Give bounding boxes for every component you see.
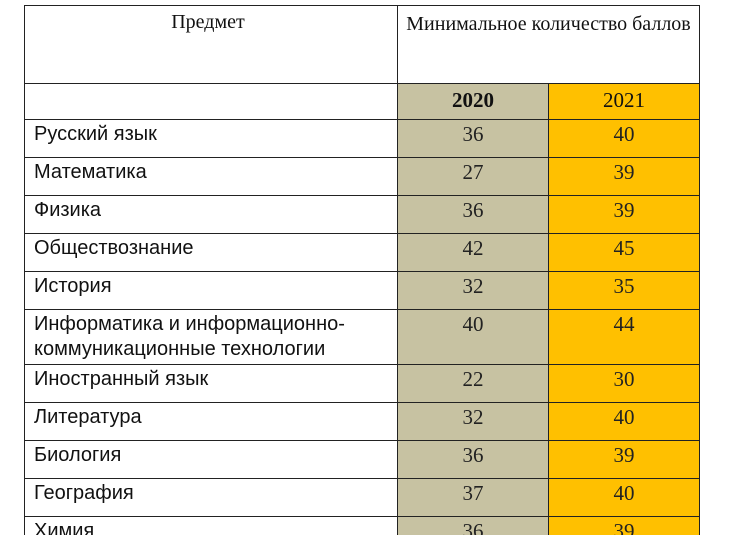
table-row: Информатика и информационно-коммуникацио… — [24, 309, 701, 365]
subject-cell: География — [24, 478, 398, 517]
score-2020-cell: 37 — [397, 478, 549, 517]
subject-cell: История — [24, 271, 398, 310]
score-2020-cell: 42 — [397, 233, 549, 272]
score-2020-cell: 40 — [397, 309, 549, 365]
table-row: Обществознание 42 45 — [24, 233, 701, 272]
table-row: Физика 36 39 — [24, 195, 701, 234]
score-2021-cell: 45 — [547, 233, 701, 272]
subject-cell: Математика — [24, 157, 398, 196]
subject-cell: Обществознание — [24, 233, 398, 272]
table-row: Иностранный язык 22 30 — [24, 364, 701, 403]
subject-cell: Информатика и информационно-коммуникацио… — [24, 309, 398, 365]
score-2021-cell: 39 — [547, 195, 701, 234]
score-2020-cell: 32 — [397, 402, 549, 441]
score-2020-cell: 32 — [397, 271, 549, 310]
score-2020-cell: 36 — [397, 516, 549, 535]
min-scores-table: Предмет Минимальное количество баллов 20… — [24, 5, 701, 535]
score-2021-cell: 40 — [547, 402, 701, 441]
score-2021-cell: 44 — [547, 309, 701, 365]
score-2021-cell: 39 — [547, 440, 701, 479]
min-scores-header: Минимальное количество баллов — [396, 5, 701, 84]
year-2021-header: 2021 — [547, 83, 701, 120]
score-2020-cell: 36 — [397, 119, 549, 158]
subject-cell: Химия — [24, 516, 398, 535]
score-2020-cell: 22 — [397, 364, 549, 403]
score-2021-cell: 39 — [547, 157, 701, 196]
score-2021-cell: 30 — [547, 364, 701, 403]
subject-cell: Физика — [24, 195, 398, 234]
score-2021-cell: 35 — [547, 271, 701, 310]
score-2020-cell: 27 — [397, 157, 549, 196]
subject-header: Предмет — [24, 5, 398, 84]
score-2021-cell: 40 — [547, 119, 701, 158]
score-2020-cell: 36 — [397, 440, 549, 479]
table-row: Русский язык 36 40 — [24, 119, 701, 158]
score-2021-cell: 39 — [547, 516, 701, 535]
subject-cell: Иностранный язык — [24, 364, 398, 403]
table-row: География 37 40 — [24, 478, 701, 517]
table-row: Литература 32 40 — [24, 402, 701, 441]
year-2020-header: 2020 — [397, 83, 549, 120]
empty-header-cell — [24, 83, 398, 120]
score-2021-cell: 40 — [547, 478, 701, 517]
subject-cell: Биология — [24, 440, 398, 479]
year-header-row: 2020 2021 — [24, 83, 701, 120]
table-row: Математика 27 39 — [24, 157, 701, 196]
score-2020-cell: 36 — [397, 195, 549, 234]
header-row: Предмет Минимальное количество баллов — [24, 5, 701, 84]
table-row: Химия 36 39 — [24, 516, 701, 535]
table-row: Биология 36 39 — [24, 440, 701, 479]
table-row: История 32 35 — [24, 271, 701, 310]
subject-cell: Литература — [24, 402, 398, 441]
subject-cell: Русский язык — [24, 119, 398, 158]
